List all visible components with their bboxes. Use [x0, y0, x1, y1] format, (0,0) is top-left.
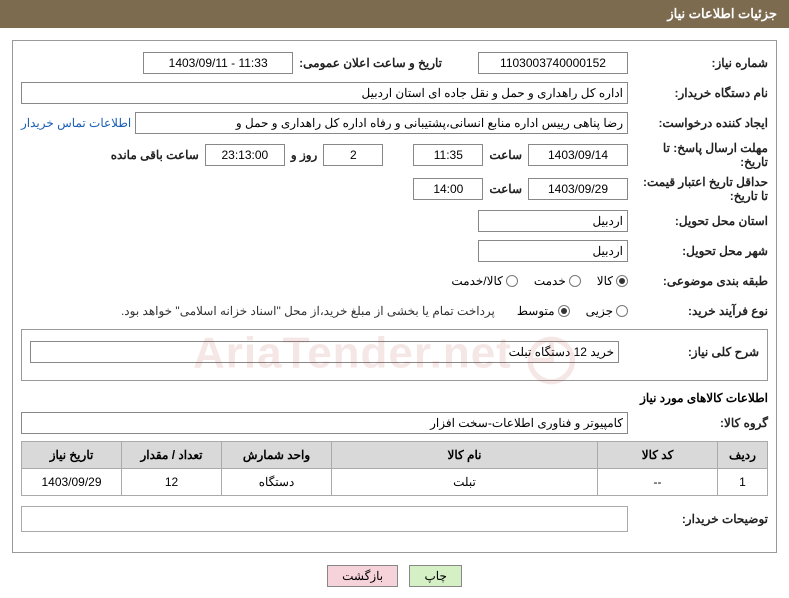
delivery-province-label: استان محل تحویل: [628, 214, 768, 228]
buyer-contact-link[interactable]: اطلاعات تماس خریدار [21, 116, 131, 130]
category-opt-1: خدمت [534, 274, 566, 288]
category-opt-0: کالا [597, 274, 613, 288]
validity-time: 14:00 [413, 178, 483, 200]
general-desc-label: شرح کلی نیاز: [619, 345, 759, 359]
announce-date-label: تاریخ و ساعت اعلان عمومی: [293, 56, 448, 70]
delivery-city-value: اردبیل [478, 240, 628, 262]
buyer-notes-label: توضیحات خریدار: [628, 512, 768, 526]
desc-subpanel: شرح کلی نیاز: خرید 12 دستگاه تبلت [21, 329, 768, 381]
delivery-city-label: شهر محل تحویل: [628, 244, 768, 258]
panel-header: جزئیات اطلاعات نیاز [0, 0, 789, 28]
cell-name: تبلت [332, 469, 598, 496]
goods-table: ردیف کد کالا نام کالا واحد شمارش تعداد /… [21, 441, 768, 496]
category-radio-both[interactable] [506, 275, 518, 287]
main-panel: شماره نیاز: 1103003740000152 تاریخ و ساع… [12, 40, 777, 553]
need-number-label: شماره نیاز: [628, 56, 768, 70]
table-row: 1 -- تبلت دستگاه 12 1403/09/29 [22, 469, 768, 496]
category-radio-kala[interactable] [616, 275, 628, 287]
goods-info-title: اطلاعات کالاهای مورد نیاز [21, 391, 768, 405]
buyer-notes-value [21, 506, 628, 532]
category-label: طبقه بندی موضوعی: [628, 274, 768, 288]
buyer-org-value: اداره کل راهداری و حمل و نقل جاده ای است… [21, 82, 628, 104]
validity-date: 1403/09/29 [528, 178, 628, 200]
process-opt-0: جزیی [586, 304, 613, 318]
announce-date-value: 1403/09/11 - 11:33 [143, 52, 293, 74]
response-days: 2 [323, 144, 383, 166]
goods-group-value: کامپیوتر و فناوری اطلاعات-سخت افزار [21, 412, 628, 434]
response-deadline-label: مهلت ارسال پاسخ: تا تاریخ: [628, 141, 768, 169]
validity-label: حداقل تاریخ اعتبار قیمت: تا تاریخ: [628, 175, 768, 203]
goods-group-label: گروه کالا: [628, 416, 768, 430]
process-type-label: نوع فرآیند خرید: [628, 304, 768, 318]
th-unit: واحد شمارش [222, 442, 332, 469]
response-deadline-time: 11:35 [413, 144, 483, 166]
response-remain-label: ساعت باقی مانده [105, 148, 205, 162]
cell-code: -- [598, 469, 718, 496]
process-radio-small[interactable] [616, 305, 628, 317]
category-radio-group: کالا خدمت کالا/خدمت [439, 274, 628, 288]
requester-label: ایجاد کننده درخواست: [628, 116, 768, 130]
process-note: پرداخت تمام یا بخشی از مبلغ خرید،از محل … [121, 304, 495, 318]
th-code: کد کالا [598, 442, 718, 469]
th-date: تاریخ نیاز [22, 442, 122, 469]
footer: چاپ بازگشت [12, 565, 777, 587]
delivery-province-value: اردبیل [478, 210, 628, 232]
category-radio-khedmat[interactable] [569, 275, 581, 287]
validity-time-label: ساعت [483, 182, 528, 196]
process-type-radio-group: جزیی متوسط [505, 304, 628, 318]
process-radio-medium[interactable] [558, 305, 570, 317]
response-deadline-date: 1403/09/14 [528, 144, 628, 166]
buyer-org-label: نام دستگاه خریدار: [628, 86, 768, 100]
th-name: نام کالا [332, 442, 598, 469]
header-title: جزئیات اطلاعات نیاز [667, 6, 777, 21]
response-time-label: ساعت [483, 148, 528, 162]
cell-date: 1403/09/29 [22, 469, 122, 496]
cell-qty: 12 [122, 469, 222, 496]
requester-value: رضا پناهی رییس اداره منابع انسانی،پشتیبا… [135, 112, 628, 134]
back-button[interactable]: بازگشت [327, 565, 398, 587]
cell-row: 1 [718, 469, 768, 496]
cell-unit: دستگاه [222, 469, 332, 496]
response-days-label: روز و [285, 148, 324, 162]
response-remain: 23:13:00 [205, 144, 285, 166]
need-number-value: 1103003740000152 [478, 52, 628, 74]
process-opt-1: متوسط [517, 304, 555, 318]
th-row: ردیف [718, 442, 768, 469]
category-opt-2: کالا/خدمت [451, 274, 502, 288]
general-desc-value: خرید 12 دستگاه تبلت [30, 341, 619, 363]
print-button[interactable]: چاپ [409, 565, 461, 587]
th-qty: تعداد / مقدار [122, 442, 222, 469]
